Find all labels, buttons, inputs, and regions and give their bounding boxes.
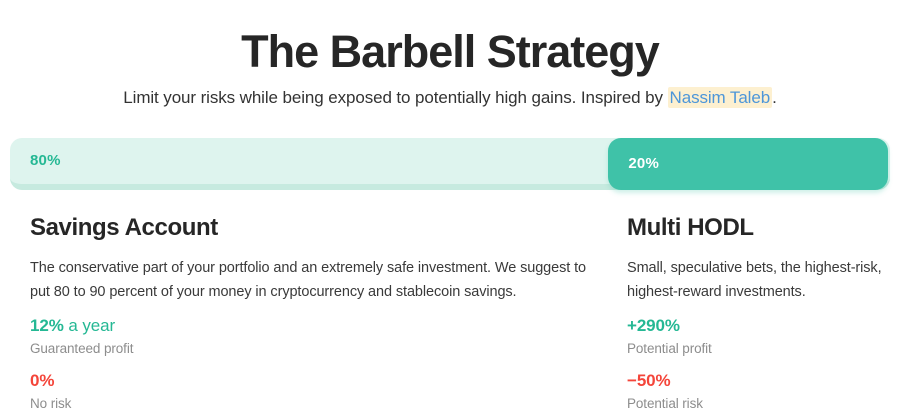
stat-label: Potential risk (627, 395, 703, 411)
potential-profit-stat: +290% Potential profit (627, 315, 883, 358)
stat-value: 0% (30, 370, 597, 392)
allocation-20-label: 20% (628, 155, 660, 173)
page-header: The Barbell Strategy Limit your risks wh… (0, 0, 900, 110)
guaranteed-profit-stat: 12% a year Guaranteed profit (30, 315, 597, 358)
savings-account-section: Savings Account The conservative part of… (30, 213, 597, 413)
allocation-bar: 80% 20% (10, 137, 890, 190)
stat-label: No risk (30, 395, 72, 411)
potential-risk-stat: −50% Potential risk (627, 370, 883, 413)
no-risk-stat: 0% No risk (30, 370, 597, 413)
stat-value-number: +290% (627, 315, 680, 335)
stat-value-number: 12% (30, 315, 64, 335)
stat-value-suffix: a year (63, 315, 116, 335)
stat-value-number: −50% (627, 370, 671, 390)
multi-hodl-heading: Multi HODL (627, 213, 754, 241)
savings-account-heading: Savings Account (30, 213, 218, 241)
multi-hodl-section: Multi HODL Small, speculative bets, the … (627, 213, 883, 413)
strategy-columns: Savings Account The conservative part of… (0, 213, 900, 413)
savings-account-description: The conservative part of your portfolio … (30, 259, 587, 300)
page-title: The Barbell Strategy (241, 26, 660, 77)
subtitle-text-after: . (772, 87, 777, 107)
stat-label: Potential profit (627, 340, 712, 356)
stat-value: +290% (627, 315, 883, 337)
multi-hodl-stats: +290% Potential profit −50% Potential ri… (627, 315, 883, 413)
stat-value: −50% (627, 370, 883, 392)
multi-hodl-description: Small, speculative bets, the highest-ris… (627, 259, 882, 300)
stat-label: Guaranteed profit (30, 340, 134, 356)
nassim-taleb-link[interactable]: Nassim Taleb (667, 86, 773, 108)
page-subtitle: Limit your risks while being exposed to … (0, 86, 900, 110)
subtitle-text-before: Limit your risks while being exposed to … (123, 87, 668, 107)
allocation-bar-segment-20: 20% (608, 137, 888, 190)
allocation-80-label: 80% (30, 152, 61, 170)
stat-value-number: 0% (30, 370, 55, 390)
stat-value: 12% a year (30, 315, 597, 337)
savings-account-stats: 12% a year Guaranteed profit 0% No risk (30, 315, 597, 413)
